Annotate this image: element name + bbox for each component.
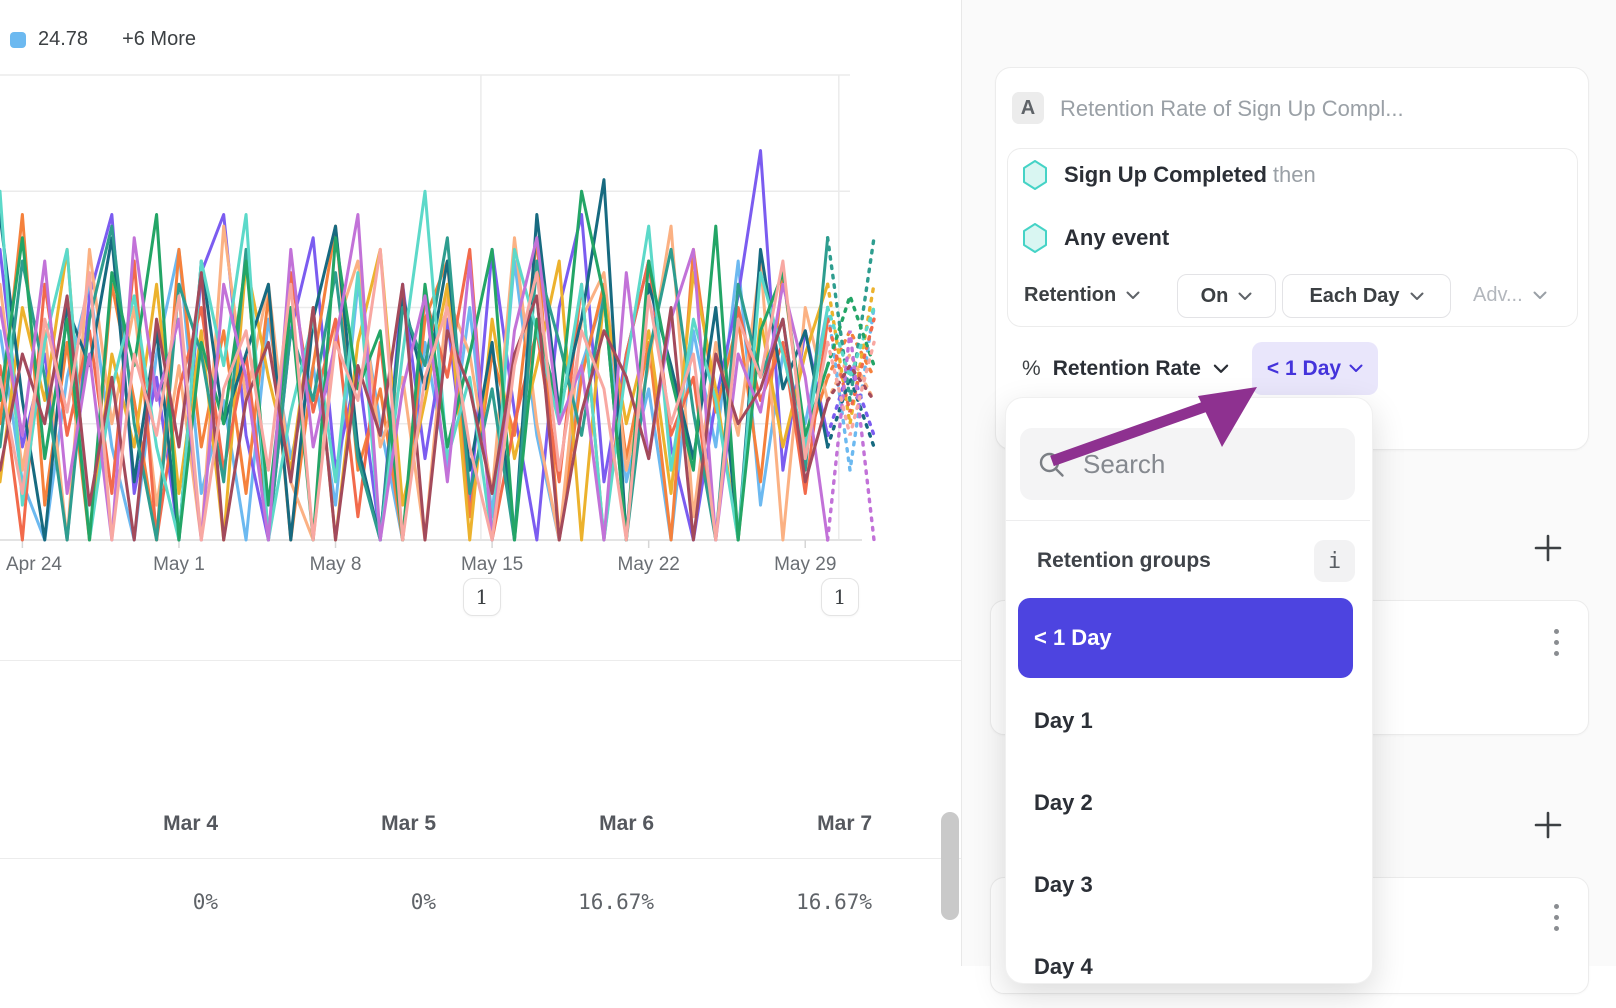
legend-swatch[interactable] — [10, 31, 26, 48]
svg-text:May 1: May 1 — [153, 554, 205, 575]
table-cell-value: 16.67% — [796, 890, 872, 914]
legend-more-label[interactable]: +6 More — [122, 28, 196, 50]
event-name[interactable]: Any event — [1064, 225, 1170, 250]
measure-label[interactable]: Retention Rate — [1052, 356, 1201, 380]
svg-text:May 29: May 29 — [774, 554, 836, 575]
legend-label[interactable]: 24.78 — [38, 28, 89, 50]
kebab-menu-icon[interactable] — [1538, 620, 1574, 664]
group-label: Retention groups — [1037, 549, 1211, 572]
retention-group-selector[interactable]: < 1 Day — [1252, 342, 1378, 395]
module-badge: A — [1012, 92, 1044, 124]
table-cell-value: 0% — [410, 890, 436, 914]
summary-table-headers: Mar 4 Mar 5 Mar 6 Mar 7 — [0, 812, 872, 836]
table-column-header: Mar 6 — [599, 812, 654, 835]
chevron-down-icon — [1349, 364, 1363, 372]
table-cell-value: 0% — [192, 890, 218, 914]
menu-item[interactable]: Day 3 — [1034, 872, 1093, 897]
svg-text:May 22: May 22 — [618, 554, 680, 575]
table-column-header: Mar 5 — [381, 812, 436, 835]
event-row-first[interactable]: Sign Up Completed then — [1022, 159, 1316, 191]
menu-item-selected[interactable]: < 1 Day — [1018, 598, 1353, 678]
percent-icon: % — [1022, 356, 1041, 380]
kebab-menu-icon[interactable] — [1538, 895, 1574, 939]
hexagon-icon — [1023, 223, 1047, 253]
menu-item[interactable]: Day 1 — [1034, 708, 1093, 733]
retention-chart: Apr 24 May 1 May 8 May 15 May 22 May 29 — [0, 74, 876, 575]
svg-text:May 8: May 8 — [310, 554, 362, 575]
table-cell-value: 16.67% — [578, 890, 654, 914]
summary-table-values: 0% 0% 16.67% 16.67% — [0, 890, 872, 914]
measure-row[interactable]: % Retention Rate — [1022, 342, 1229, 395]
plus-icon — [1534, 534, 1562, 562]
menu-item[interactable]: Day 2 — [1034, 790, 1093, 815]
advanced-dropdown[interactable]: Adv... — [1473, 274, 1547, 316]
interval-dropdown[interactable]: Each Day — [1282, 274, 1451, 318]
dropdown-group-header: Retention groups i — [1037, 538, 1355, 584]
chevron-down-icon — [1238, 292, 1252, 300]
event-suffix: then — [1272, 162, 1316, 187]
chevron-down-icon — [1126, 291, 1140, 299]
add-module-button[interactable] — [1529, 529, 1567, 567]
on-dropdown[interactable]: On — [1177, 274, 1276, 318]
svg-text:Apr 24: Apr 24 — [6, 554, 62, 575]
menu-item[interactable]: Day 4 — [1034, 954, 1093, 979]
hexagon-icon — [1023, 160, 1047, 190]
event-row-return[interactable]: Any event — [1022, 222, 1169, 254]
table-column-header: Mar 4 — [163, 812, 218, 835]
chart-legend: 24.78 +6 More — [10, 28, 196, 51]
dropdown-divider — [1006, 520, 1370, 521]
annotation-marker[interactable]: 1 — [462, 578, 501, 616]
dropdown-menu-list: < 1 Day Day 1 Day 2 Day 3 Day 4 — [1018, 598, 1353, 1008]
section-divider — [0, 660, 961, 661]
retention-type-dropdown[interactable]: Retention — [1024, 274, 1140, 316]
summary-table-divider — [0, 858, 961, 859]
table-column-header: Mar 7 — [817, 812, 872, 835]
chevron-down-icon — [1533, 291, 1547, 299]
chevron-down-icon — [1213, 364, 1229, 373]
add-module-button[interactable] — [1529, 806, 1567, 844]
svg-text:May 15: May 15 — [461, 554, 523, 575]
scrollbar-thumb[interactable] — [941, 812, 959, 920]
search-box[interactable] — [1020, 428, 1355, 500]
event-name[interactable]: Sign Up Completed — [1064, 162, 1267, 187]
info-icon[interactable]: i — [1314, 540, 1355, 582]
plus-icon — [1534, 811, 1562, 839]
chevron-down-icon — [1410, 292, 1424, 300]
annotation-marker[interactable]: 1 — [820, 578, 859, 616]
metric-title[interactable]: Retention Rate of Sign Up Compl... — [1060, 96, 1404, 121]
search-icon — [1039, 452, 1064, 477]
search-input[interactable] — [1081, 447, 1325, 481]
